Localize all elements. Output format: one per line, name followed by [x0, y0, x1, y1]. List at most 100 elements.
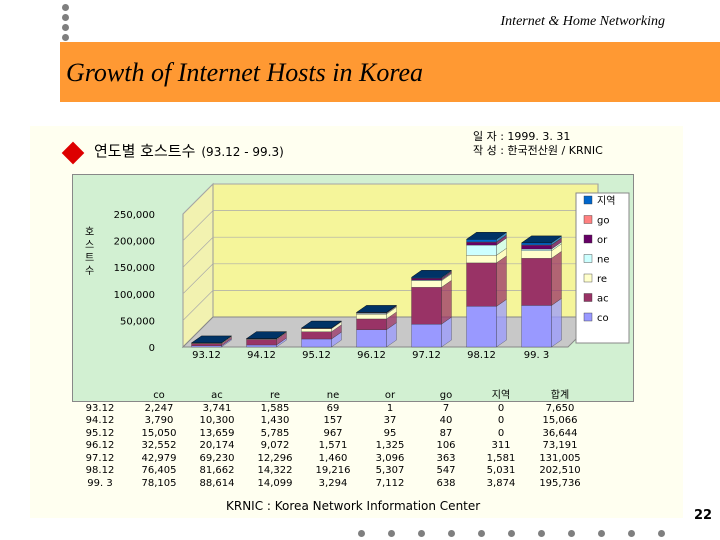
bar-segment-co: [191, 345, 222, 348]
legend-swatch-go: [583, 215, 593, 224]
legend-label-ne: ne: [597, 255, 610, 266]
bar-top: [465, 232, 508, 240]
chart-legend: 지역 go or ne re ac co: [575, 192, 630, 344]
table-cell: 0: [497, 402, 505, 414]
table-cell: 5,307: [375, 465, 405, 477]
bar-top: [410, 270, 453, 278]
x-tick-label: 96.12: [357, 350, 386, 361]
table-cell: 19,216: [315, 465, 351, 477]
legend-label-re: re: [597, 274, 607, 285]
bar-top: [300, 320, 343, 329]
bar-segment-ac: [521, 258, 552, 306]
table-cell: 69,230: [199, 452, 235, 464]
bar-top: [190, 335, 233, 344]
table-header-cell: ne: [326, 390, 340, 402]
legend-swatch-지역: [583, 195, 593, 205]
table-row: 94.12 3,790 10,300 1,430 157 37 40 0 15,066: [70, 415, 592, 428]
figure-author: 작 성 : 한국전산원 / KRNIC: [473, 144, 603, 157]
figure-panel: 연도별 호스트수 (93.12 - 99.3) 일 자 : 1999. 3. 31…: [30, 126, 683, 518]
table-cell: 202,510: [539, 465, 581, 477]
figure-title-text: 연도별 호스트수: [94, 142, 196, 160]
legend-label-ac: ac: [597, 294, 609, 305]
table-cell: 14,322: [257, 465, 293, 477]
gridline-side: [182, 236, 214, 268]
source-note: KRNIC : Korea Network Information Center: [226, 499, 481, 513]
table-cell: 76,405: [141, 465, 177, 477]
table-cell: 87: [439, 427, 453, 439]
bar-segment-지역: [466, 239, 497, 243]
table-header-cell: ac: [211, 390, 223, 402]
table-row: 98.12 76,405 81,662 14,322 19,216 5,307 547 5,0…: [70, 465, 592, 478]
table-cell: 10,300: [199, 415, 235, 427]
bar-side-co: [496, 299, 507, 348]
bar-segment-re: [411, 280, 442, 288]
legend-swatch-re: [583, 273, 593, 283]
bar-segment-or: [521, 245, 552, 250]
table-header-cell: co: [153, 390, 165, 402]
table-cell: 157: [323, 415, 343, 427]
bar-segment-co: [356, 329, 387, 348]
bar-side-ac: [551, 251, 562, 306]
table-cell: 14,099: [257, 477, 293, 489]
table-cell: 1,581: [486, 452, 516, 464]
data-table: co ac re ne or go 지역 합계 93.12 2,247 3,741 1,585 69 1 7…: [70, 390, 592, 490]
table-cell: 7: [442, 402, 450, 414]
bar-segment-ac: [466, 262, 497, 307]
table-cell: 7,112: [375, 477, 405, 489]
gridline-side: [182, 263, 214, 295]
bar-segment-지역: [521, 242, 552, 246]
table-cell: 1,430: [260, 415, 290, 427]
table-cell: 42,979: [141, 452, 177, 464]
table-header-cell: go: [439, 390, 453, 402]
table-cell: 94.12: [85, 415, 115, 427]
table-row: 99. 3 78,105 88,614 14,099 3,294 7,112 638 3,87…: [70, 478, 592, 491]
table-cell: 3,790: [144, 415, 174, 427]
y-tick-label: 250,000: [114, 210, 155, 221]
table-cell: 1: [386, 402, 394, 414]
table-cell: 9,072: [260, 440, 290, 452]
bar-segment-ac: [356, 318, 387, 330]
gridline-side: [182, 290, 214, 321]
table-cell: 98.12: [85, 465, 115, 477]
table-cell: 1,571: [318, 440, 348, 452]
table-cell: 37: [383, 415, 397, 427]
table-row: 97.12 42,979 69,230 12,296 1,460 3,096 363 1,58…: [70, 453, 592, 466]
gridline-side: [182, 210, 214, 241]
figure-date: 일 자 : 1999. 3. 31: [473, 130, 571, 143]
bar-segment-ac: [301, 331, 332, 340]
legend-label-co: co: [597, 313, 609, 324]
legend-label-go: go: [597, 216, 609, 227]
table-cell: 0: [497, 427, 505, 439]
table-cell: 967: [323, 427, 343, 439]
table-header-cell: [70, 390, 130, 403]
figure-meta: 일 자 : 1999. 3. 31 작 성 : 한국전산원 / KRNIC: [473, 130, 603, 158]
x-tick-label: 97.12: [412, 350, 441, 361]
legend-swatch-co: [583, 312, 593, 322]
bar-segment-co: [521, 305, 552, 348]
table-cell: 1,585: [260, 402, 290, 414]
figure-range: (93.12 - 99.3): [201, 145, 284, 159]
table-row: 96.12 32,552 20,174 9,072 1,571 1,325 106 311 73…: [70, 440, 592, 453]
table-header-cell: or: [384, 390, 396, 402]
table-cell: 5,031: [486, 465, 516, 477]
bar-segment-re: [356, 313, 387, 320]
bar-segment-re: [466, 255, 497, 264]
x-tick-label: 93.12: [192, 350, 221, 361]
bar-segment-co: [466, 306, 497, 348]
table-row: 93.12 2,247 3,741 1,585 69 1 7 0 7,650: [70, 403, 592, 416]
x-tick-label: 95.12: [302, 350, 331, 361]
bar-segment-ne: [521, 248, 552, 251]
bar-segment-ac: [191, 343, 222, 346]
bar-top: [355, 305, 398, 313]
x-tick-label: 94.12: [247, 350, 276, 361]
chart-area: 0 50,000 100,000 150,000 200,000 250,000 호 스 트 수 9…: [72, 174, 634, 402]
table-cell: 638: [436, 477, 456, 489]
table-cell: 1,460: [318, 452, 348, 464]
table-cell: 93.12: [85, 402, 115, 414]
table-row: 95.12 15,050 13,659 5,785 967 95 87 0 36,644: [70, 428, 592, 441]
bar-segment-ac: [246, 339, 277, 346]
table-cell: 95.12: [85, 427, 115, 439]
gridline-side: [182, 183, 214, 215]
table-cell: 13,659: [199, 427, 235, 439]
